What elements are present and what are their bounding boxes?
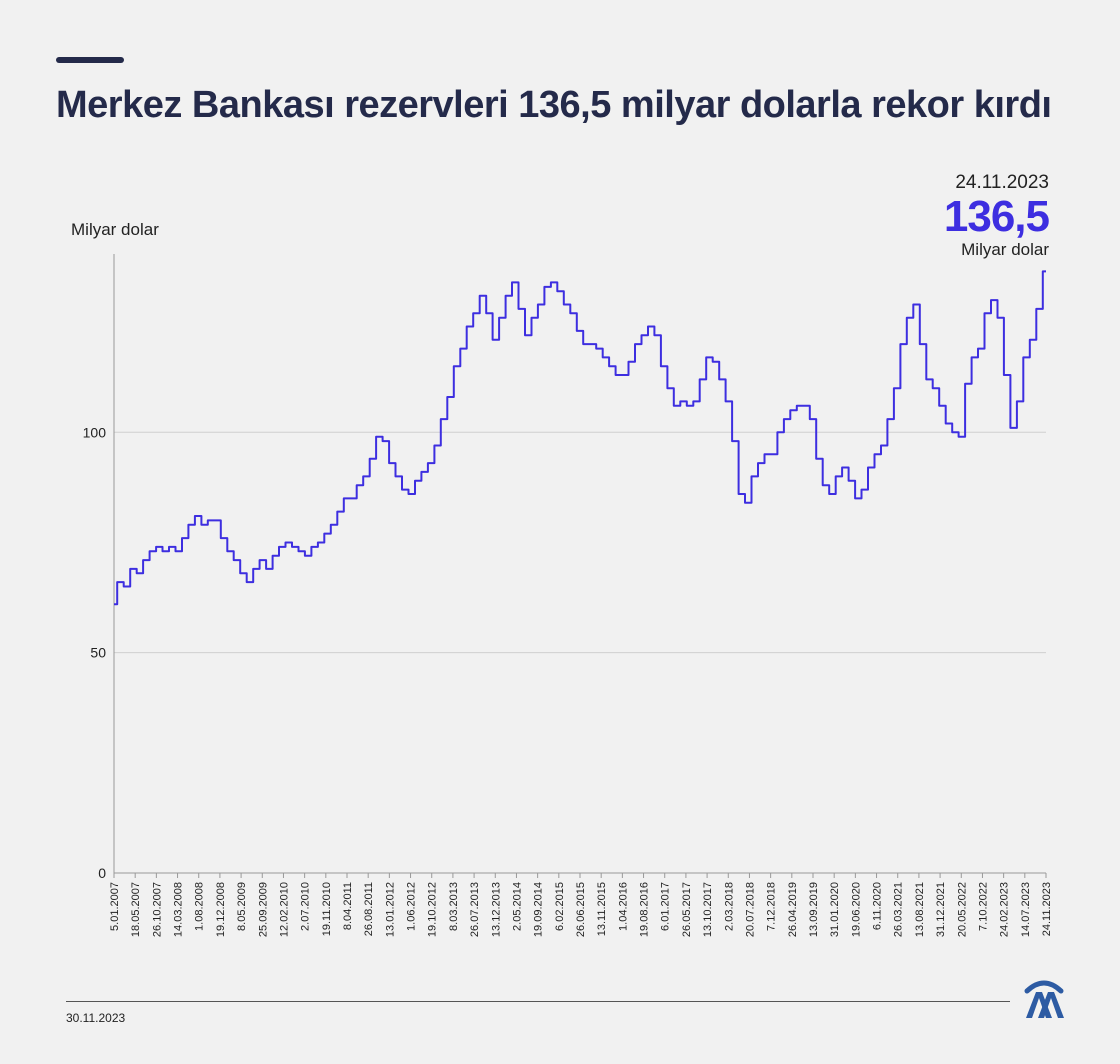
x-tick-label: 26.08.2011	[363, 882, 375, 936]
latest-value-callout: 24.11.2023 136,5 Milyar dolar	[943, 171, 1050, 261]
callout-value: 136,5	[943, 192, 1050, 241]
x-tick-label: 19.09.2014	[533, 882, 545, 937]
title-accent-bar	[56, 57, 124, 63]
x-tick-label: 26.04.2019	[787, 882, 799, 937]
x-tick-label: 2.07.2010	[300, 882, 312, 931]
x-tick-label: 19.11.2010	[321, 882, 333, 936]
footer-date: 30.11.2023	[66, 1011, 126, 1025]
callout-date: 24.11.2023	[955, 172, 1049, 193]
y-axis-label: Milyar dolar	[71, 220, 159, 239]
reserves-line-chart: 0 50 100 5.01.2007 18.05.2007 26.10.2007 14.03…	[83, 254, 1053, 937]
x-tick-label: 6.11.2020	[872, 882, 884, 930]
x-tick-label: 12.02.2010	[278, 882, 290, 937]
x-tick-label: 31.01.2020	[829, 882, 841, 937]
x-tick-label: 13.09.2019	[808, 882, 820, 937]
x-tick-label: 7.10.2022	[977, 882, 989, 931]
x-tick-label: 19.10.2012	[427, 882, 439, 937]
aa-logo-icon	[1024, 980, 1064, 1018]
x-tick-label: 19.06.2020	[850, 882, 862, 937]
page-title: Merkez Bankası rezervleri 136,5 milyar d…	[56, 84, 1052, 126]
footer-divider	[66, 1001, 1010, 1002]
series-line	[114, 270, 1046, 606]
x-tick-label: 20.07.2018	[744, 882, 756, 937]
x-tick-label: 26.03.2021	[893, 882, 905, 937]
x-tick-label: 26.10.2007	[151, 882, 163, 937]
x-tick-label: 13.10.2017	[702, 882, 714, 937]
x-tick-label: 26.07.2013	[469, 882, 481, 937]
x-tick-label: 6.02.2015	[554, 882, 566, 931]
x-tick-label: 19.12.2008	[215, 882, 227, 937]
x-tick-label: 13.08.2021	[914, 882, 926, 937]
x-tick-label: 8.04.2011	[342, 882, 354, 930]
x-tick-label: 25.09.2009	[257, 882, 269, 937]
y-tick-label: 50	[90, 645, 106, 661]
x-tick-label: 1.06.2012	[406, 882, 418, 931]
x-tick-label: 2.05.2014	[511, 882, 523, 931]
x-tick-label: 13.12.2013	[490, 882, 502, 937]
x-tick-label: 26.06.2015	[575, 882, 587, 937]
x-tick-label: 1.04.2016	[617, 882, 629, 931]
x-tick-label: 6.01.2017	[660, 882, 672, 931]
x-tick-label: 24.11.2023	[1041, 882, 1053, 936]
callout-unit: Milyar dolar	[961, 240, 1049, 259]
y-tick-label: 100	[83, 424, 107, 440]
x-tick-label: 2.03.2018	[723, 882, 735, 931]
x-tick-label: 7.12.2018	[766, 882, 778, 931]
x-tick-label: 18.05.2007	[130, 882, 142, 937]
x-tick-label: 14.07.2023	[1020, 882, 1032, 937]
x-tick-label: 13.11.2015	[596, 882, 608, 936]
x-tick-label: 20.05.2022	[956, 882, 968, 937]
x-tick-label: 5.01.2007	[109, 882, 121, 931]
x-tick-label: 14.03.2008	[173, 882, 185, 937]
y-tick-label: 0	[98, 865, 106, 881]
x-tick-label: 26.05.2017	[681, 882, 693, 937]
x-tick-label: 8.05.2009	[236, 882, 248, 931]
x-tick-label: 1.08.2008	[194, 882, 206, 931]
x-tick-label: 31.12.2021	[935, 882, 947, 937]
x-tick-label: 13.01.2012	[384, 882, 396, 937]
x-tick-label: 19.08.2016	[639, 882, 651, 937]
x-tick-label: 8.03.2013	[448, 882, 460, 931]
x-tick-label: 24.02.2023	[999, 882, 1011, 937]
